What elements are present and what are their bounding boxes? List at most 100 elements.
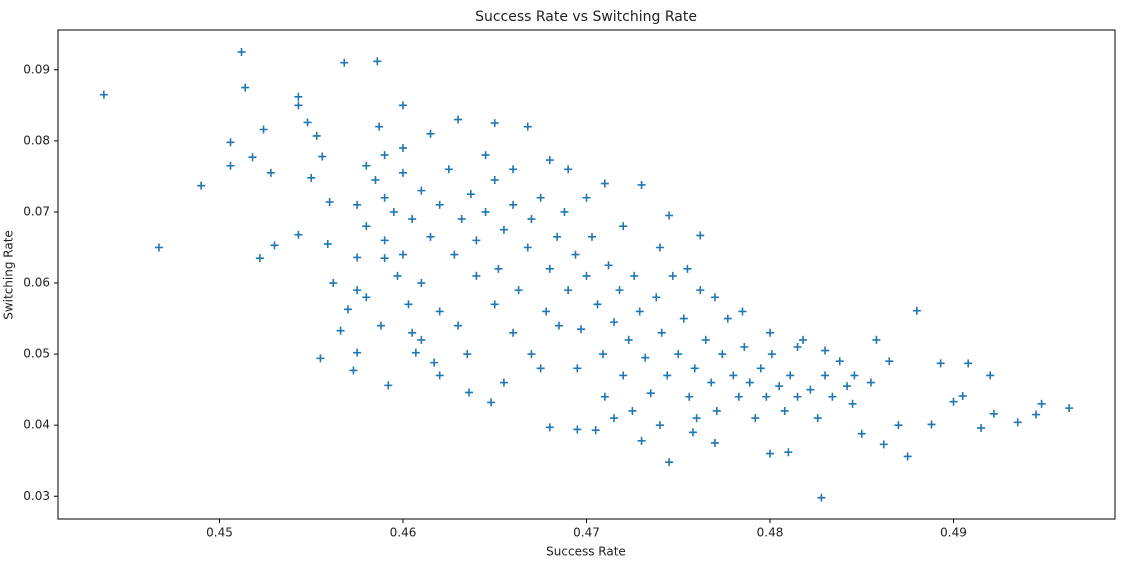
scatter-point <box>872 335 881 344</box>
x-tick-label: 0.48 <box>757 526 784 540</box>
y-tick-label: 0.07 <box>23 204 50 218</box>
scatter-point <box>408 328 417 337</box>
scatter-point <box>398 101 407 110</box>
scatter-point <box>600 392 609 401</box>
scatter-point <box>329 279 338 288</box>
scatter-point <box>509 328 518 337</box>
scatter-point <box>663 371 672 380</box>
scatter-point <box>398 168 407 177</box>
scatter-point <box>384 381 393 390</box>
scatter-point <box>599 350 608 359</box>
scatter-point <box>389 207 398 216</box>
scatter-point <box>408 215 417 224</box>
scatter-point <box>457 215 466 224</box>
scatter-point <box>527 350 536 359</box>
scatter-point <box>786 371 795 380</box>
scatter-point <box>949 397 958 406</box>
scatter-point <box>450 250 459 259</box>
scatter-point <box>821 346 830 355</box>
scatter-point <box>817 493 826 502</box>
scatter-point <box>784 448 793 457</box>
scatter-point <box>866 378 875 387</box>
scatter-point <box>340 58 349 67</box>
scatter-point <box>487 398 496 407</box>
scatter-point <box>465 388 474 397</box>
scatter-point <box>380 151 389 160</box>
scatter-point <box>729 371 738 380</box>
y-tick-label: 0.05 <box>23 347 50 361</box>
scatter-point <box>692 414 701 423</box>
scatter-point <box>466 190 475 199</box>
scatter-point <box>793 392 802 401</box>
scatter-point <box>712 406 721 415</box>
scatter-point <box>573 364 582 373</box>
scatter-point <box>630 271 639 280</box>
scatter-point <box>710 293 719 302</box>
scatter-point <box>977 424 986 433</box>
scatter-point <box>509 165 518 174</box>
scatter-point <box>652 293 661 302</box>
y-tick-label: 0.04 <box>23 418 50 432</box>
scatter-point <box>571 250 580 259</box>
scatter-point <box>894 421 903 430</box>
scatter-point <box>813 414 822 423</box>
scatter-point <box>270 241 279 250</box>
scatter-point <box>738 307 747 316</box>
y-tick-label: 0.09 <box>23 62 50 76</box>
scatter-point <box>371 175 380 184</box>
scatter-point <box>766 328 775 337</box>
scatter-point <box>430 358 439 367</box>
scatter-point <box>444 165 453 174</box>
scatter-point <box>821 371 830 380</box>
scatter-point <box>435 307 444 316</box>
scatter-point <box>734 392 743 401</box>
scatter-point <box>701 335 710 344</box>
scatter-point <box>417 335 426 344</box>
scatter-point <box>560 207 569 216</box>
scatter-point <box>668 271 677 280</box>
scatter-point <box>766 449 775 458</box>
scatter-point <box>762 392 771 401</box>
scatter-point <box>312 131 321 140</box>
scatter-point <box>657 328 666 337</box>
x-tick-label: 0.46 <box>390 526 417 540</box>
scatter-point <box>850 371 859 380</box>
scatter-point <box>1013 418 1022 427</box>
scatter-point <box>373 57 382 66</box>
scatter-point <box>523 122 532 131</box>
scatter-point <box>835 357 844 366</box>
scatter-point <box>481 151 490 160</box>
scatter-point <box>665 211 674 220</box>
scatter-point <box>509 200 518 209</box>
scatter-point <box>259 125 268 134</box>
scatter-point <box>615 286 624 295</box>
scatter-point <box>564 286 573 295</box>
scatter-point <box>637 180 646 189</box>
y-tick-label: 0.03 <box>23 489 50 503</box>
scatter-point <box>1032 410 1041 419</box>
scatter-point <box>99 90 108 99</box>
scatter-point <box>523 243 532 252</box>
scatter-point <box>318 152 327 161</box>
scatter-point <box>362 161 371 170</box>
scatter-point <box>641 353 650 362</box>
scatter-point <box>628 406 637 415</box>
scatter-point <box>740 342 749 351</box>
x-tick-label: 0.47 <box>573 526 600 540</box>
scatter-point <box>688 428 697 437</box>
x-tick-label: 0.49 <box>940 526 967 540</box>
scatter-point <box>604 261 613 270</box>
scatter-point <box>637 436 646 445</box>
scatter-point <box>536 193 545 202</box>
scatter-point <box>499 378 508 387</box>
scatter-point <box>336 326 345 335</box>
scatter-point <box>600 179 609 188</box>
scatter-point <box>481 207 490 216</box>
scatter-point <box>635 307 644 316</box>
chart-title: Success Rate vs Switching Rate <box>475 9 697 25</box>
scatter-point <box>576 325 585 334</box>
scatter-point <box>986 371 995 380</box>
scatter-point <box>828 392 837 401</box>
scatter-point <box>353 253 362 262</box>
